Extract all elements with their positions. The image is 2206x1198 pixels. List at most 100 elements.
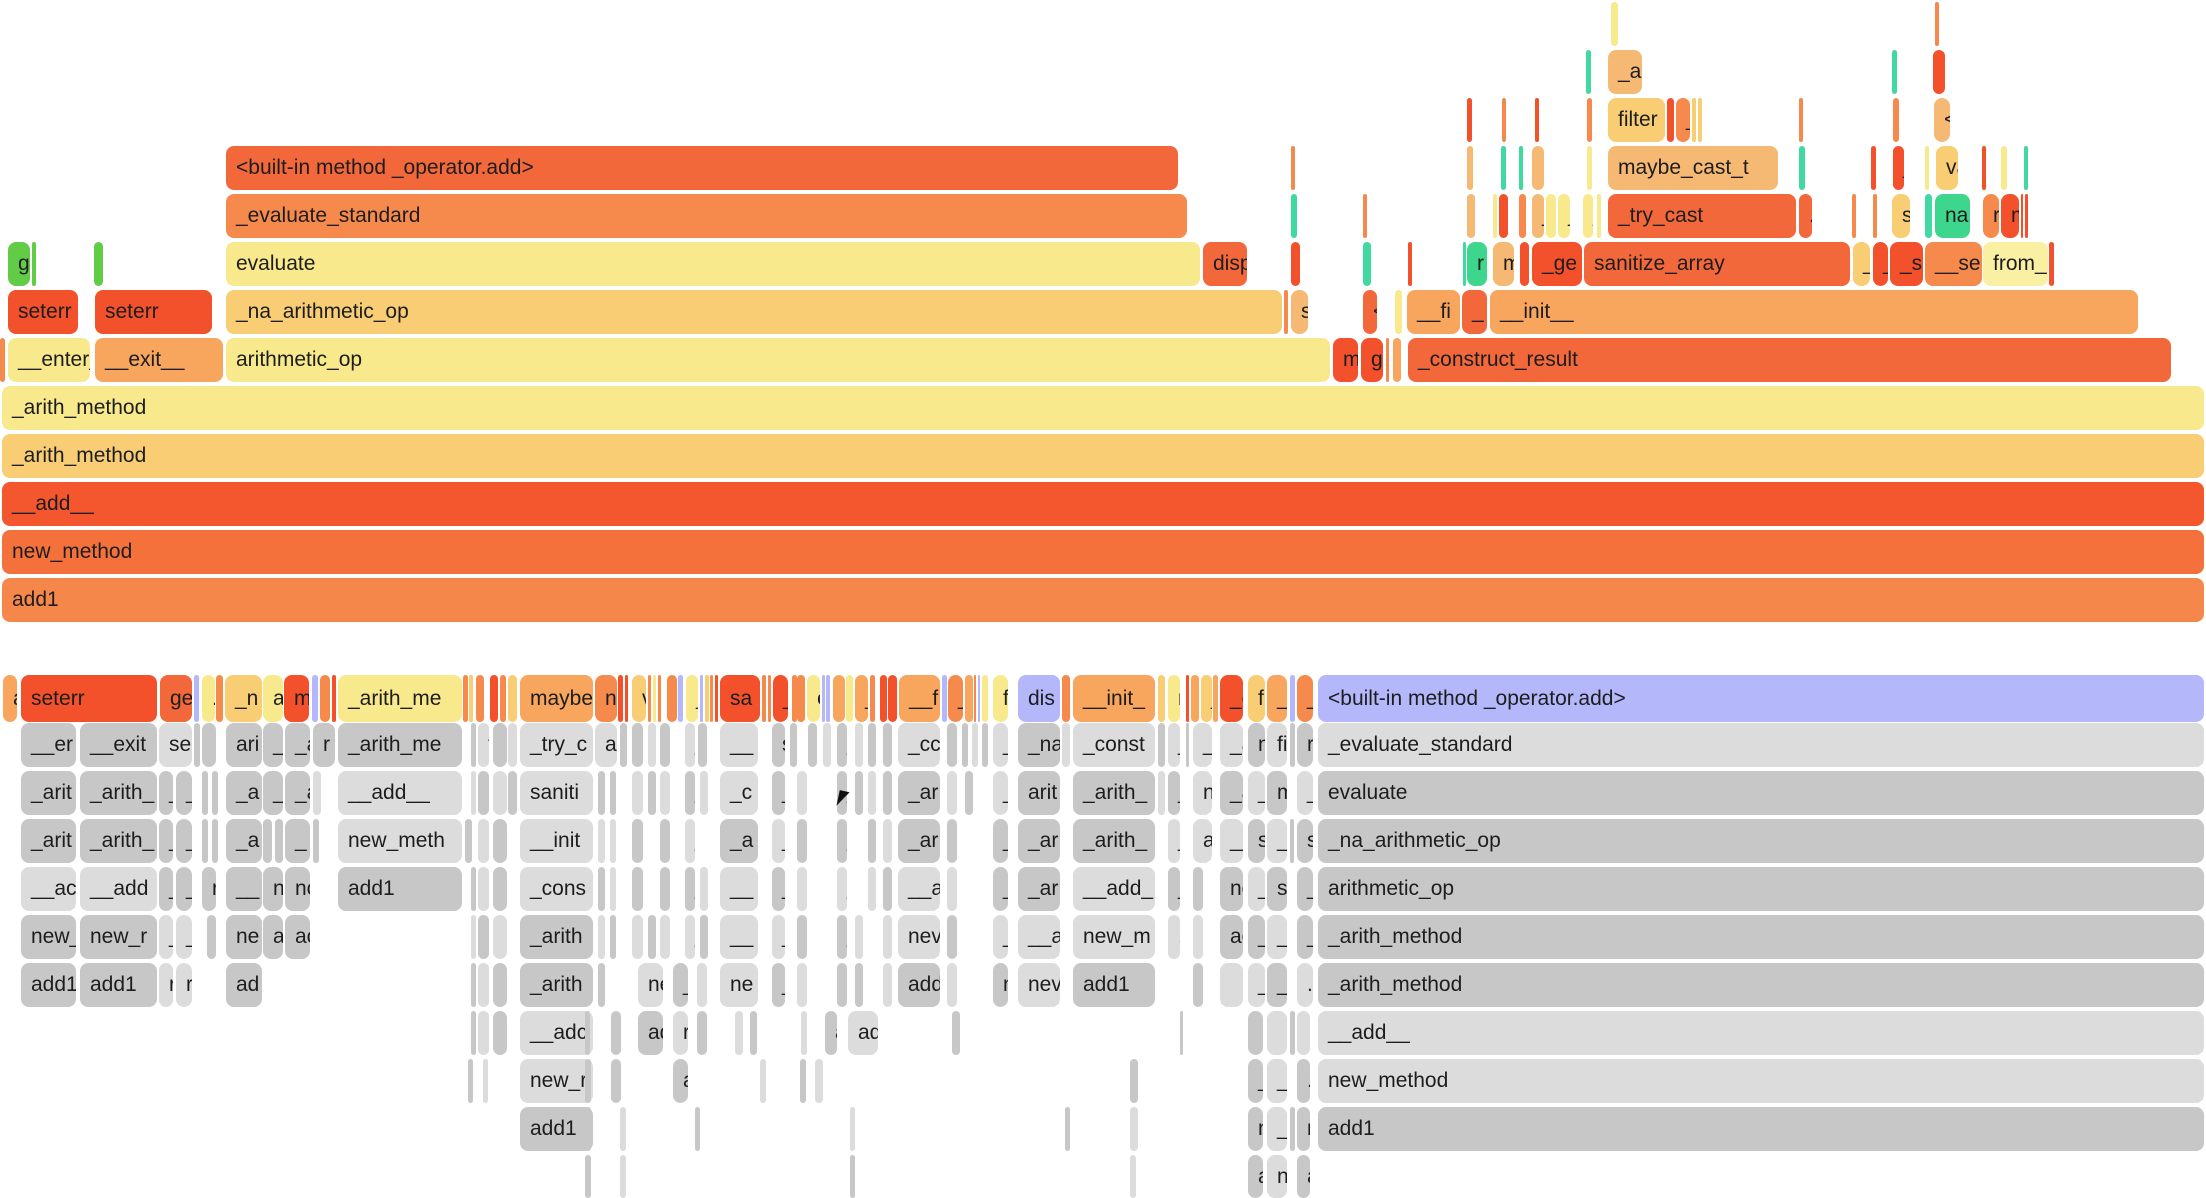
- frame[interactable]: _: [1676, 98, 1690, 142]
- frame[interactable]: _: [993, 723, 1008, 767]
- frame[interactable]: .: [610, 771, 616, 815]
- frame[interactable]: _arith: [520, 915, 593, 959]
- frame[interactable]: a: [801, 1011, 807, 1055]
- frame[interactable]: _arith_method: [2, 434, 2204, 478]
- frame[interactable]: .: [632, 819, 643, 863]
- frame[interactable]: r: [202, 867, 216, 911]
- frame[interactable]: r: [1297, 723, 1313, 767]
- frame[interactable]: [942, 675, 947, 722]
- frame[interactable]: .: [947, 867, 957, 911]
- frame[interactable]: [1291, 194, 1297, 238]
- frame[interactable]: _: [1558, 194, 1570, 238]
- frame[interactable]: _: [837, 915, 847, 959]
- frame[interactable]: [508, 675, 517, 722]
- frame[interactable]: [2025, 194, 2028, 238]
- frame[interactable]: [883, 963, 892, 1007]
- frame[interactable]: [823, 723, 831, 767]
- frame[interactable]: [332, 675, 336, 722]
- frame[interactable]: [500, 675, 506, 722]
- frame[interactable]: [2049, 242, 2054, 286]
- frame[interactable]: [978, 675, 980, 722]
- frame[interactable]: _construct_result: [1408, 338, 2171, 382]
- frame[interactable]: [493, 819, 507, 863]
- frame[interactable]: _: [1168, 867, 1180, 911]
- frame[interactable]: .: [660, 771, 670, 815]
- frame[interactable]: _: [1201, 675, 1212, 722]
- frame[interactable]: [1692, 98, 1696, 142]
- frame[interactable]: _arith_me: [338, 675, 462, 722]
- frame[interactable]: r: [1168, 675, 1180, 722]
- frame[interactable]: [493, 723, 507, 767]
- frame[interactable]: [850, 1155, 855, 1198]
- frame[interactable]: _: [1267, 819, 1287, 863]
- frame[interactable]: [1363, 242, 1371, 286]
- frame[interactable]: maybe: [520, 675, 593, 722]
- frame[interactable]: add1: [338, 867, 462, 911]
- frame[interactable]: new_method: [1318, 1059, 2204, 1103]
- frame[interactable]: s: [772, 723, 785, 767]
- frame[interactable]: [1220, 963, 1243, 1007]
- frame[interactable]: [1193, 915, 1203, 959]
- frame[interactable]: [1852, 194, 1856, 238]
- frame[interactable]: [868, 867, 876, 911]
- frame[interactable]: _: [1267, 1107, 1287, 1151]
- frame[interactable]: [625, 675, 628, 722]
- frame[interactable]: [1519, 146, 1523, 190]
- frame[interactable]: [1290, 723, 1295, 767]
- frame[interactable]: m: [2001, 194, 2019, 238]
- frame[interactable]: add1: [2, 578, 2204, 622]
- frame[interactable]: [815, 1059, 823, 1103]
- frame[interactable]: [471, 1011, 476, 1055]
- frame[interactable]: .: [797, 819, 807, 863]
- frame[interactable]: __exit: [80, 723, 157, 767]
- frame[interactable]: [1062, 675, 1070, 722]
- frame[interactable]: _s: [1890, 242, 1923, 286]
- frame[interactable]: [762, 675, 766, 722]
- frame[interactable]: ad: [226, 963, 262, 1007]
- frame[interactable]: [797, 675, 805, 722]
- frame[interactable]: __a: [898, 867, 940, 911]
- frame[interactable]: [493, 963, 507, 1007]
- frame[interactable]: [1386, 338, 1389, 382]
- frame[interactable]: [974, 675, 976, 722]
- frame[interactable]: _arith_method: [2, 386, 2204, 430]
- frame[interactable]: _ar: [898, 771, 940, 815]
- frame[interactable]: _const: [1073, 723, 1155, 767]
- frame[interactable]: [952, 1011, 960, 1055]
- frame[interactable]: [1873, 194, 1877, 238]
- frame[interactable]: n: [1193, 771, 1212, 815]
- frame[interactable]: [598, 771, 605, 815]
- frame[interactable]: _try_c: [520, 723, 593, 767]
- frame[interactable]: [1267, 1011, 1287, 1055]
- frame[interactable]: [493, 771, 507, 815]
- frame[interactable]: [982, 723, 988, 767]
- frame[interactable]: [1463, 242, 1466, 286]
- frame[interactable]: .: [610, 819, 616, 863]
- frame[interactable]: .: [883, 915, 892, 959]
- frame[interactable]: n: [1248, 1107, 1263, 1151]
- frame[interactable]: _arith_: [1073, 819, 1155, 863]
- frame[interactable]: [792, 675, 797, 722]
- frame[interactable]: .: [1168, 915, 1180, 959]
- frame[interactable]: _: [686, 675, 698, 722]
- frame[interactable]: [888, 675, 897, 722]
- frame[interactable]: [620, 723, 627, 767]
- frame[interactable]: e: [807, 675, 820, 722]
- frame[interactable]: new_r: [80, 915, 157, 959]
- frame[interactable]: arithmetic_op: [226, 338, 1330, 382]
- frame[interactable]: [1284, 290, 1288, 334]
- frame[interactable]: [312, 675, 318, 722]
- frame[interactable]: _: [176, 819, 192, 863]
- frame[interactable]: [760, 1059, 766, 1103]
- frame[interactable]: [1290, 1011, 1295, 1055]
- frame[interactable]: a: [1193, 819, 1212, 863]
- frame[interactable]: _: [1168, 771, 1180, 815]
- frame[interactable]: _: [993, 819, 1008, 863]
- frame[interactable]: [585, 1155, 591, 1198]
- frame[interactable]: r: [837, 963, 847, 1007]
- frame[interactable]: [598, 867, 605, 911]
- frame[interactable]: _: [948, 675, 963, 722]
- frame[interactable]: _: [1193, 723, 1212, 767]
- frame[interactable]: [1493, 194, 1497, 238]
- frame[interactable]: [868, 771, 876, 815]
